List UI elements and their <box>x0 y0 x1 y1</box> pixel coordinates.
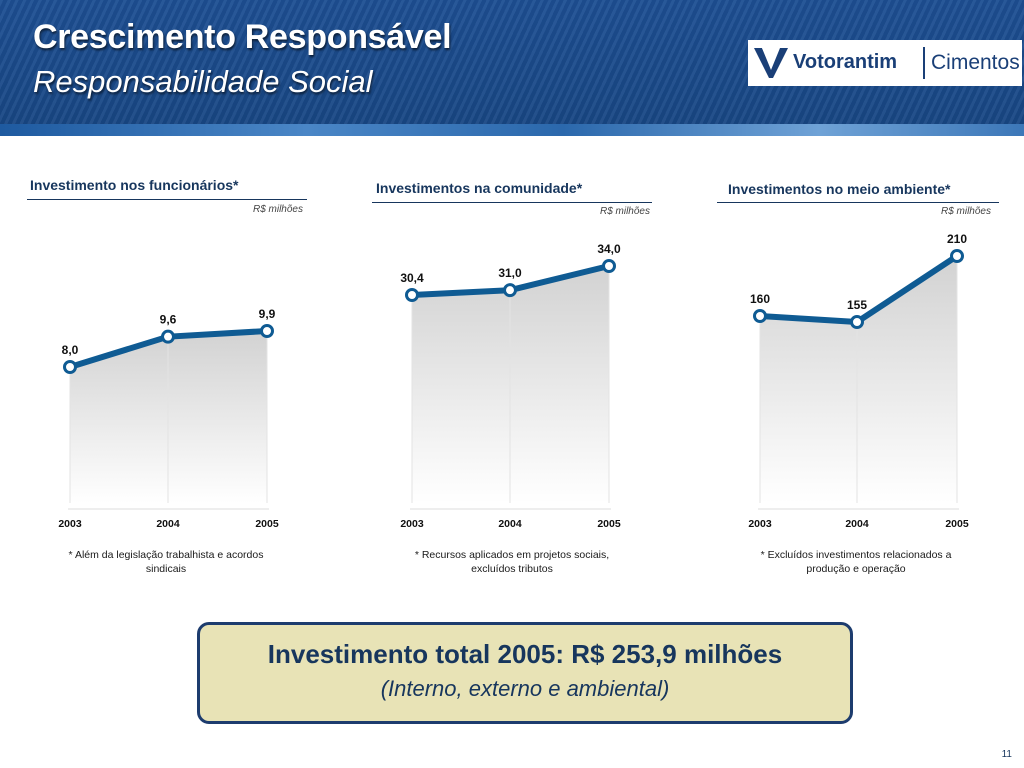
chart1-footnote: * Além da legislação trabalhista e acord… <box>68 549 264 575</box>
chart1-point-2005 <box>260 324 274 338</box>
chart2-footnote: * Recursos aplicados em projetos sociais… <box>414 549 610 575</box>
chart3-rule <box>717 202 999 203</box>
chart2-point-2005 <box>602 259 616 273</box>
logo-brand: Votorantim <box>793 51 898 73</box>
page-number: 11 <box>1001 749 1012 760</box>
chart1-data-label-2003: 8,0 <box>62 343 79 357</box>
chart2-data-label-2003: 30,4 <box>400 271 424 285</box>
callout-sub-text: (Interno, externo e ambiental) <box>380 676 670 701</box>
chart1-point-2003 <box>63 360 77 374</box>
chart3-x-tick-2003: 2003 <box>748 518 772 530</box>
header-stripe <box>0 124 1024 136</box>
chart2-x-tick-2003: 2003 <box>400 518 424 530</box>
chart1-point-2004 <box>161 329 175 344</box>
total-investment-callout: Investimento total 2005: R$ 253,9 milhõe… <box>197 622 853 724</box>
chart1-data-label-2005: 9,9 <box>259 307 276 321</box>
chart1-title: Investimento nos funcionários* <box>30 177 239 193</box>
chart2-data-label-2004: 31,0 <box>498 266 522 280</box>
chart2-unit: R$ milhões <box>599 206 650 217</box>
chart2-point-2004 <box>503 283 517 298</box>
logo-division: Cimentos <box>931 51 1020 74</box>
callout-main-text: Investimento total 2005: R$ 253,9 milhõe… <box>267 639 783 669</box>
chart3-point-2003 <box>753 309 767 323</box>
chart3-data-label-2004: 155 <box>847 298 867 312</box>
chart3-title: Investimentos no meio ambiente* <box>728 181 951 197</box>
page-title: Crescimento Responsável <box>33 18 452 56</box>
chart3-x-tick-2004: 2004 <box>845 518 869 530</box>
chart1-x-tick-2004: 2004 <box>156 518 180 530</box>
chart2-data-label-2005: 34,0 <box>597 242 621 256</box>
company-logo: Votorantim Cimentos <box>748 40 1022 86</box>
chart3-point-2004 <box>850 315 864 329</box>
chart1-unit: R$ milhões <box>252 204 303 215</box>
logo-v-icon <box>754 48 788 78</box>
chart3-data-label-2003: 160 <box>750 292 770 306</box>
chart1-rule <box>27 199 307 200</box>
chart3-unit: R$ milhões <box>940 206 991 217</box>
logo-separator <box>923 47 925 79</box>
chart2-rule <box>372 202 652 203</box>
chart2-point-2003 <box>405 288 419 302</box>
chart1-data-label-2004: 9,6 <box>160 313 177 327</box>
chart2-x-tick-2004: 2004 <box>498 518 522 530</box>
chart3-area <box>760 256 957 503</box>
chart3-data-label-2005: 210 <box>947 232 967 246</box>
chart2-x-tick-2005: 2005 <box>597 518 621 530</box>
chart1-x-tick-2003: 2003 <box>58 518 82 530</box>
header-banner: Crescimento Responsável Responsabilidade… <box>0 0 1024 124</box>
chart1-x-tick-2005: 2005 <box>255 518 279 530</box>
chart3-x-tick-2005: 2005 <box>945 518 969 530</box>
chart3-point-2005 <box>950 249 964 263</box>
chart3-footnote: * Excluídos investimentos relacionados a… <box>760 549 952 575</box>
page-subtitle: Responsabilidade Social <box>33 64 373 99</box>
chart2-title: Investimentos na comunidade* <box>376 180 583 196</box>
